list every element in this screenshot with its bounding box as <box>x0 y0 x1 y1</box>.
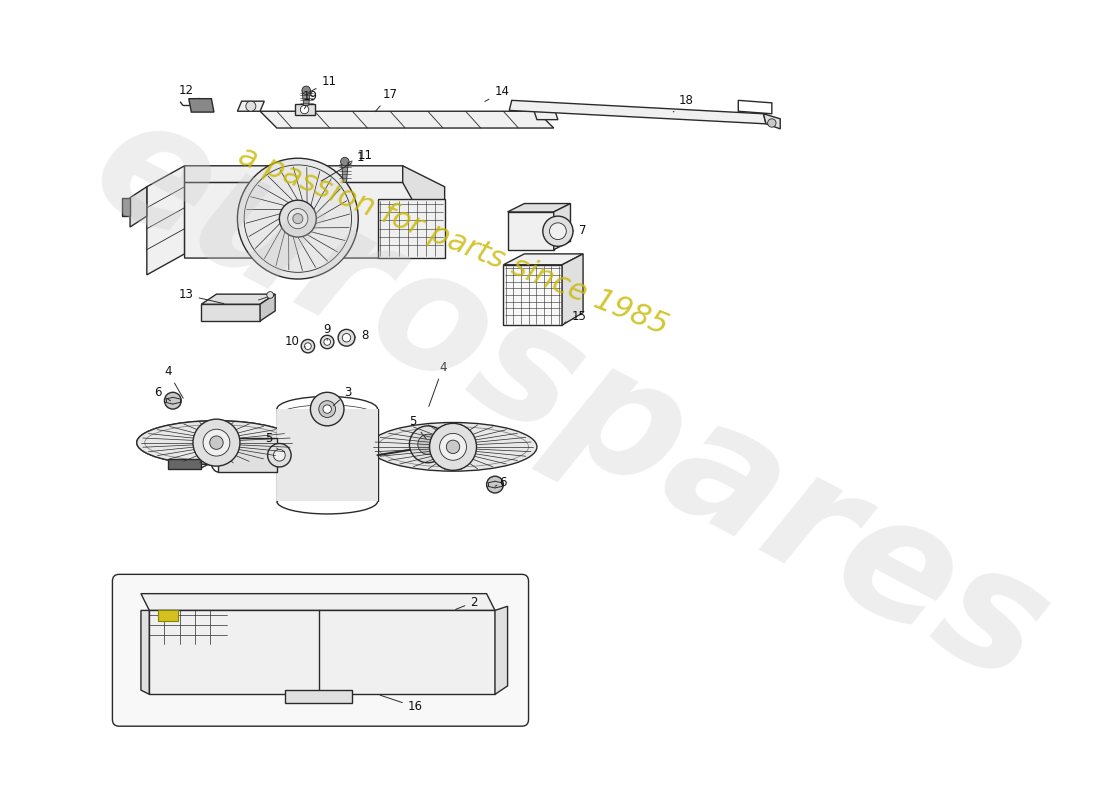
Circle shape <box>486 476 504 493</box>
Circle shape <box>768 119 776 127</box>
Polygon shape <box>201 304 260 321</box>
Circle shape <box>409 426 447 462</box>
Polygon shape <box>295 104 315 115</box>
Text: 8: 8 <box>355 329 368 342</box>
Polygon shape <box>377 199 444 258</box>
Text: a passion for parts since 1985: a passion for parts since 1985 <box>234 142 672 341</box>
Text: 4: 4 <box>429 361 447 406</box>
Polygon shape <box>403 166 444 258</box>
Text: 11: 11 <box>309 75 337 92</box>
Circle shape <box>245 101 256 111</box>
Circle shape <box>338 330 355 346</box>
Polygon shape <box>238 101 264 111</box>
Circle shape <box>301 339 315 353</box>
Circle shape <box>164 392 182 409</box>
Text: 6: 6 <box>154 386 170 401</box>
Text: 3: 3 <box>333 386 352 406</box>
Text: 11: 11 <box>348 150 373 163</box>
Polygon shape <box>277 409 377 502</box>
Circle shape <box>342 334 351 342</box>
Polygon shape <box>150 610 495 694</box>
Circle shape <box>302 86 310 94</box>
Polygon shape <box>141 610 150 694</box>
FancyBboxPatch shape <box>112 574 528 726</box>
Polygon shape <box>185 166 411 182</box>
Circle shape <box>323 405 331 414</box>
Text: 19: 19 <box>302 90 318 109</box>
Text: 5: 5 <box>265 432 277 449</box>
Circle shape <box>300 106 309 114</box>
Circle shape <box>341 158 349 166</box>
Polygon shape <box>553 203 571 250</box>
Polygon shape <box>260 294 275 321</box>
Ellipse shape <box>370 422 537 471</box>
Text: 9: 9 <box>323 323 331 340</box>
Text: 16: 16 <box>381 695 422 714</box>
Circle shape <box>319 401 336 418</box>
Polygon shape <box>507 212 553 250</box>
Text: 17: 17 <box>375 88 397 112</box>
Polygon shape <box>185 182 444 258</box>
Polygon shape <box>141 594 495 610</box>
Circle shape <box>320 335 334 349</box>
Polygon shape <box>504 254 583 265</box>
Text: eurospares: eurospares <box>67 82 1074 720</box>
Text: 10: 10 <box>285 335 306 349</box>
Polygon shape <box>218 438 277 472</box>
Polygon shape <box>763 114 780 129</box>
Text: 7: 7 <box>573 224 586 237</box>
Text: 5: 5 <box>409 415 426 438</box>
Circle shape <box>293 214 303 224</box>
Circle shape <box>279 200 317 237</box>
Polygon shape <box>495 606 507 694</box>
Polygon shape <box>504 265 562 325</box>
Text: 1: 1 <box>321 151 364 181</box>
Polygon shape <box>285 690 352 702</box>
Text: 18: 18 <box>673 94 694 112</box>
Polygon shape <box>509 100 766 124</box>
Circle shape <box>429 423 476 470</box>
Text: 6: 6 <box>495 475 507 489</box>
Polygon shape <box>201 294 275 304</box>
Circle shape <box>323 338 330 346</box>
Circle shape <box>542 216 573 246</box>
Polygon shape <box>168 459 201 470</box>
Circle shape <box>274 450 285 461</box>
Circle shape <box>418 434 438 454</box>
Polygon shape <box>122 198 130 216</box>
Circle shape <box>204 430 230 456</box>
Text: 2: 2 <box>455 595 477 610</box>
Circle shape <box>238 158 359 279</box>
Circle shape <box>310 392 344 426</box>
Polygon shape <box>260 111 553 128</box>
Circle shape <box>305 343 311 350</box>
Circle shape <box>550 223 566 240</box>
Circle shape <box>192 419 240 466</box>
Polygon shape <box>146 166 185 275</box>
Circle shape <box>440 434 466 460</box>
Text: 15: 15 <box>564 310 586 323</box>
Polygon shape <box>302 90 310 106</box>
Polygon shape <box>189 98 213 112</box>
Polygon shape <box>507 203 571 212</box>
Ellipse shape <box>136 421 296 465</box>
Text: 12: 12 <box>178 84 200 98</box>
Circle shape <box>267 443 292 467</box>
Circle shape <box>210 436 223 450</box>
Circle shape <box>267 292 274 298</box>
Polygon shape <box>130 186 146 227</box>
Polygon shape <box>157 610 178 622</box>
Polygon shape <box>532 107 558 120</box>
Text: 13: 13 <box>179 289 223 303</box>
Circle shape <box>288 209 308 229</box>
Text: 14: 14 <box>485 86 509 102</box>
Polygon shape <box>562 254 583 325</box>
Circle shape <box>447 440 460 454</box>
Text: 4: 4 <box>164 365 184 398</box>
Polygon shape <box>341 162 349 182</box>
